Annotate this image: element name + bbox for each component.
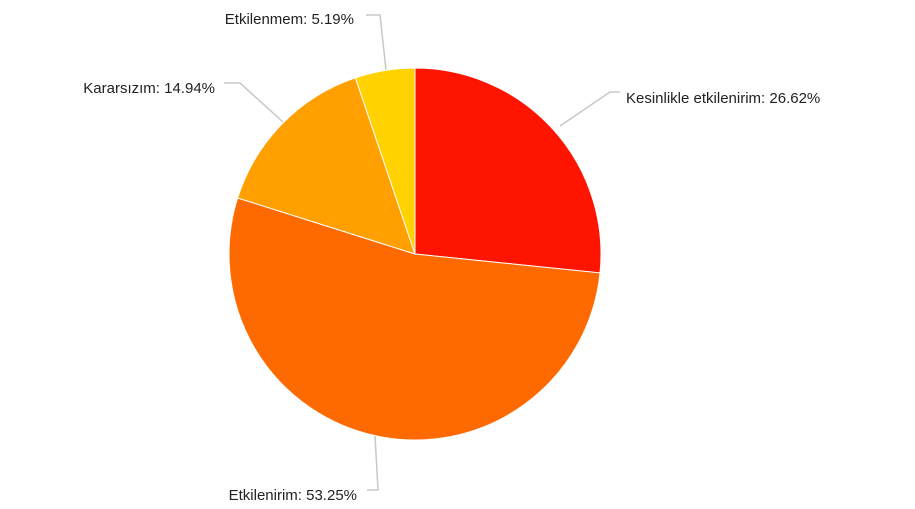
slice-kararsizim (237, 77, 416, 255)
leader-line-kesinlikle-etkilenirim (559, 91, 620, 127)
leader-lines (224, 14, 620, 491)
slice-label-kesinlikle-etkilenirim: Kesinlikle etkilenirim: 26.62% (626, 90, 820, 107)
slice-etkilenirim (228, 197, 601, 441)
leader-line-etkilenirim (367, 435, 379, 491)
slice-label-etkilenirim: Etkilenirim: 53.25% (229, 487, 357, 504)
slice-label-kararsizim: Kararsızım: 14.94% (83, 80, 215, 97)
leader-line-etkilenmem (366, 14, 387, 71)
slice-etkilenmem (354, 67, 416, 255)
slice-label-etkilenmem: Etkilenmem: 5.19% (225, 11, 354, 28)
slice-kesinlikle-etkilenirim (414, 67, 602, 274)
pie-slices (228, 67, 602, 441)
leader-line-kararsizim (224, 82, 284, 123)
